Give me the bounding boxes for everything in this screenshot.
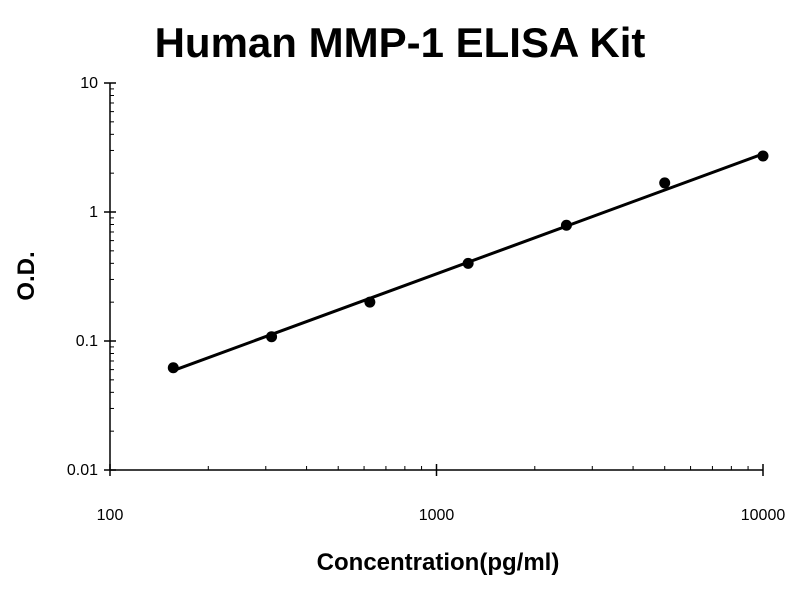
data-point [757, 150, 769, 162]
data-point [266, 331, 278, 343]
y-tick-label: 10 [80, 75, 98, 92]
y-tick-label: 0.01 [67, 462, 98, 479]
data-point [364, 296, 376, 308]
y-axis-ticks: 0.01 0.1 1 10 [67, 75, 116, 479]
x-tick-label: 1000 [419, 507, 455, 524]
y-tick-label: 1 [89, 204, 98, 221]
x-tick-label: 100 [97, 507, 124, 524]
plot-area: 0.01 0.1 1 10 100 1000 10000 [67, 75, 785, 524]
data-point [560, 219, 572, 231]
x-axis-label: Concentration(pg/ml) [317, 549, 560, 576]
y-tick-label: 0.1 [76, 333, 98, 350]
data-point [167, 362, 179, 374]
chart-title: Human MMP-1 ELISA Kit [155, 19, 646, 66]
x-axis-ticks: 100 1000 10000 [97, 464, 786, 524]
y-axis-label: O.D. [13, 251, 40, 300]
data-points [167, 150, 769, 374]
x-tick-label: 10000 [741, 507, 786, 524]
data-point [659, 177, 671, 189]
data-point [462, 257, 474, 269]
